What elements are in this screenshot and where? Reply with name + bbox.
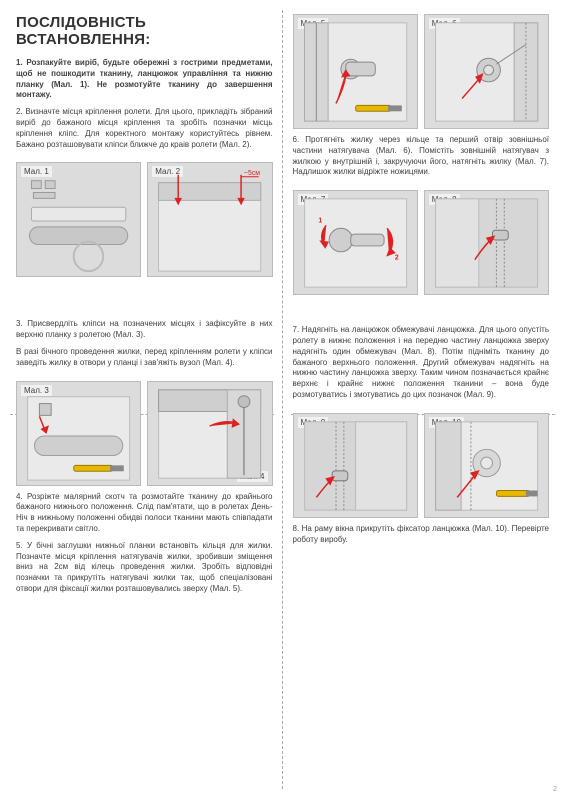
fig-row-7-8: Мал. 7 1 2 Мал. 8	[293, 190, 550, 295]
page-title: ПОСЛІДОВНІСТЬ ВСТАНОВЛЕННЯ:	[16, 14, 273, 48]
figure-6: Мал. 6	[424, 14, 549, 129]
step-4-text: 4. Розріжте малярний скотч та розмотайте…	[16, 492, 273, 535]
figure-10: Мал. 10	[424, 413, 549, 518]
step-5-text: 5. У бічні заглушки нижньої планки встан…	[16, 541, 273, 595]
figure-8: Мал. 8	[424, 190, 549, 295]
figure-3: Мал. 3	[16, 381, 141, 486]
fig-row-3-4: Мал. 3 Мал. 4	[16, 381, 273, 486]
fig-row-5-6: Мал. 5 Мал. 6	[293, 14, 550, 129]
fig-row-1-2: Мал. 1 Мал. 2	[16, 162, 273, 277]
figure-9: Мал. 9	[293, 413, 418, 518]
figure-4: Мал. 4	[147, 381, 272, 486]
figure-1: Мал. 1	[16, 162, 141, 277]
step-7-text: 7. Надягніть на ланцюжок обмежувачі ланц…	[293, 325, 550, 401]
figure-7: Мал. 7 1 2	[293, 190, 418, 295]
step-1-text: 1. Розпакуйте виріб, будьте обережні з г…	[16, 58, 273, 101]
step-6-text: 6. Протягніть жилку через кільце та перш…	[293, 135, 550, 178]
step-8-text: 8. На раму вікна прикрутіть фіксатор лан…	[293, 524, 550, 546]
fig-row-9-10: Мал. 9 Мал. 10	[293, 413, 550, 518]
step-1: 1. Розпакуйте виріб, будьте обережні з г…	[16, 58, 273, 99]
figure-2: Мал. 2 ~5см	[147, 162, 272, 277]
fig7-ann2: 2	[394, 255, 398, 262]
step-3a-text: 3. Присвердліть кліпси на позначених міс…	[16, 319, 273, 341]
vertical-divider	[282, 10, 283, 789]
fig7-ann1: 1	[318, 218, 322, 225]
step-3b-text: В разі бічного проведення жилки, перед к…	[16, 347, 273, 369]
step-2-text: 2. Визначте місця кріплення ролети. Для …	[16, 107, 273, 150]
figure-5: Мал. 5	[293, 14, 418, 129]
fig2-annotation: ~5см	[244, 170, 260, 177]
page-number: 2	[553, 786, 557, 793]
